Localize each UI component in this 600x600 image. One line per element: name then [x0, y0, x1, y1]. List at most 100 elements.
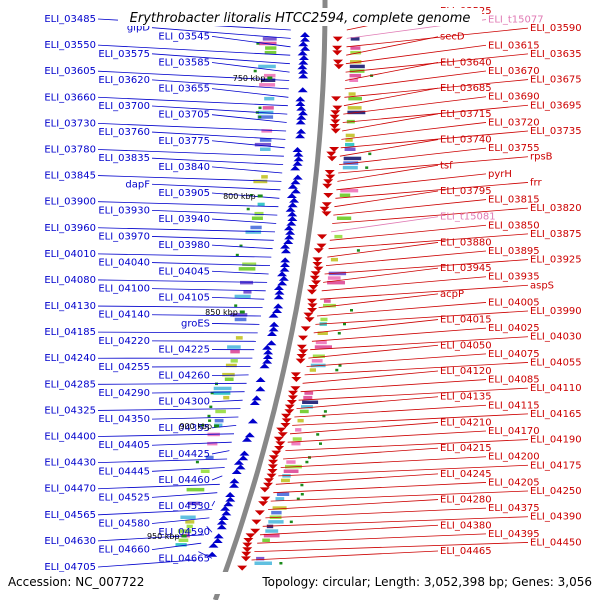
gene-label[interactable]: ELI_03845 [44, 171, 96, 182]
gene-label[interactable]: ELI_03705 [158, 110, 210, 121]
gene-label[interactable]: ELI_03780 [44, 144, 96, 155]
gene-label[interactable]: ELI_03760 [98, 127, 150, 138]
gene-label[interactable]: ELI_04100 [98, 284, 150, 295]
gene-label[interactable]: ELI_03550 [44, 40, 96, 51]
gene-label[interactable]: ELI_04005 [488, 297, 540, 308]
gene-label[interactable]: ELI_04300 [158, 397, 210, 408]
gene-label[interactable]: ELI_04395 [488, 529, 540, 540]
gene-label[interactable]: ELI_04470 [44, 484, 96, 495]
gene-label[interactable]: ELI_03685 [440, 83, 492, 94]
gene-label[interactable]: ELI_04055 [530, 357, 582, 368]
gene-label[interactable]: ELI_04260 [158, 371, 210, 382]
gene-label[interactable]: ELI_03690 [488, 92, 540, 103]
gene-label[interactable]: ELI_04705 [44, 562, 96, 573]
gene-label[interactable]: ELI_04210 [440, 417, 492, 428]
gene-label[interactable]: ELI_t15077 [488, 15, 544, 26]
gene-label[interactable]: ELI_03640 [440, 57, 492, 68]
gene-label[interactable]: ELI_03675 [530, 75, 582, 86]
gene-label[interactable]: ELI_t15081 [440, 212, 496, 223]
gene-label[interactable]: ELI_03545 [158, 31, 210, 42]
gene-label[interactable]: frr [530, 177, 542, 188]
gene-label[interactable]: ELI_04405 [98, 440, 150, 451]
gene-label[interactable]: ELI_03815 [488, 195, 540, 206]
gene-label[interactable]: ELI_03940 [158, 214, 210, 225]
gene-label[interactable]: ELI_04590 [158, 527, 210, 538]
gene-label[interactable]: ELI_03990 [530, 306, 582, 317]
gene-label[interactable]: ELI_03575 [98, 49, 150, 60]
gene-label[interactable]: ELI_03820 [530, 203, 582, 214]
gene-label[interactable]: ELI_04080 [44, 275, 96, 286]
gene-label[interactable]: ELI_04165 [530, 409, 582, 420]
gene-label[interactable]: ELI_03635 [530, 49, 582, 60]
gene-label[interactable]: ELI_03880 [440, 237, 492, 248]
gene-label[interactable]: ELI_04290 [98, 388, 150, 399]
gene-label[interactable]: ELI_03900 [44, 197, 96, 208]
gene-label[interactable]: ELI_03875 [530, 229, 582, 240]
gene-label[interactable]: ELI_04465 [440, 546, 492, 557]
gene-label[interactable]: ELI_04445 [98, 466, 150, 477]
gene-label[interactable]: dapF [125, 179, 150, 190]
gene-label[interactable]: ELI_04170 [488, 426, 540, 437]
gene-label[interactable]: ELI_03735 [530, 126, 582, 137]
gene-label[interactable]: ELI_04075 [488, 349, 540, 360]
gene-label[interactable]: ELI_04225 [158, 345, 210, 356]
gene-label[interactable]: ELI_04350 [98, 414, 150, 425]
gene-label[interactable]: aspS [530, 280, 554, 291]
gene-label[interactable]: ELI_03695 [530, 100, 582, 111]
gene-label[interactable]: ELI_04660 [98, 545, 150, 556]
gene-label[interactable]: ELI_04280 [440, 495, 492, 506]
gene-label[interactable]: ELI_04285 [44, 379, 96, 390]
gene-label[interactable]: ELI_04240 [44, 353, 96, 364]
gene-label[interactable]: ELI_04430 [44, 458, 96, 469]
gene-label[interactable]: ELI_03720 [488, 117, 540, 128]
gene-label[interactable]: ELI_04220 [98, 336, 150, 347]
gene-label[interactable]: ELI_03615 [488, 40, 540, 51]
gene-label[interactable]: secD [440, 32, 465, 43]
gene-label[interactable]: ELI_04040 [98, 258, 150, 269]
gene-label[interactable]: ELI_03850 [488, 220, 540, 231]
gene-label[interactable]: ELI_03905 [158, 188, 210, 199]
gene-label[interactable]: ELI_04105 [158, 292, 210, 303]
gene-label[interactable]: ELI_04325 [44, 405, 96, 416]
gene-label[interactable]: ELI_03660 [44, 92, 96, 103]
gene-label[interactable]: ELI_03715 [440, 109, 492, 120]
gene-label[interactable]: ELI_03590 [530, 23, 582, 34]
gene-label[interactable]: ELI_03755 [488, 143, 540, 154]
gene-label[interactable]: ELI_03700 [98, 101, 150, 112]
gene-label[interactable]: ELI_04450 [530, 537, 582, 548]
gene-label[interactable]: ELI_04580 [98, 519, 150, 530]
gene-label[interactable]: ELI_04665 [158, 553, 210, 564]
gene-label[interactable]: ELI_04085 [488, 375, 540, 386]
gene-label[interactable]: ELI_04460 [158, 475, 210, 486]
gene-label[interactable]: ELI_04115 [488, 400, 540, 411]
gene-label[interactable]: ELI_04205 [488, 477, 540, 488]
gene-label[interactable]: ELI_04140 [98, 310, 150, 321]
gene-label[interactable]: ELI_03840 [158, 162, 210, 173]
gene-label[interactable]: ELI_03925 [530, 255, 582, 266]
gene-label[interactable]: acpP [440, 289, 464, 300]
gene-label[interactable]: ELI_04255 [98, 362, 150, 373]
gene-label[interactable]: pyrH [488, 169, 512, 180]
gene-label[interactable]: ELI_04525 [98, 492, 150, 503]
gene-label[interactable]: ELI_04045 [158, 266, 210, 277]
gene-label[interactable]: groES [181, 318, 210, 329]
gene-label[interactable]: ELI_03775 [158, 136, 210, 147]
gene-label[interactable]: ELI_04565 [44, 510, 96, 521]
gene-label[interactable]: ELI_04215 [440, 443, 492, 454]
gene-label[interactable]: ELI_03970 [98, 231, 150, 242]
gene-label[interactable]: ELI_04030 [530, 332, 582, 343]
gene-label[interactable]: ELI_04200 [488, 452, 540, 463]
gene-label[interactable]: ELI_03655 [158, 84, 210, 95]
gene-label[interactable]: ELI_04355 [158, 423, 210, 434]
gene-label[interactable]: ELI_03670 [488, 66, 540, 77]
gene-label[interactable]: ELI_04175 [530, 460, 582, 471]
gene-label[interactable]: ELI_03835 [98, 153, 150, 164]
gene-label[interactable]: ELI_03730 [44, 118, 96, 129]
gene-label[interactable]: ELI_04015 [440, 315, 492, 326]
gene-label[interactable]: ELI_03585 [158, 57, 210, 68]
gene-label[interactable]: ELI_03960 [44, 223, 96, 234]
gene-label[interactable]: tsf [440, 160, 453, 171]
gene-label[interactable]: ELI_03980 [158, 240, 210, 251]
gene-label[interactable]: ELI_03945 [440, 263, 492, 274]
gene-label[interactable]: ELI_03795 [440, 186, 492, 197]
